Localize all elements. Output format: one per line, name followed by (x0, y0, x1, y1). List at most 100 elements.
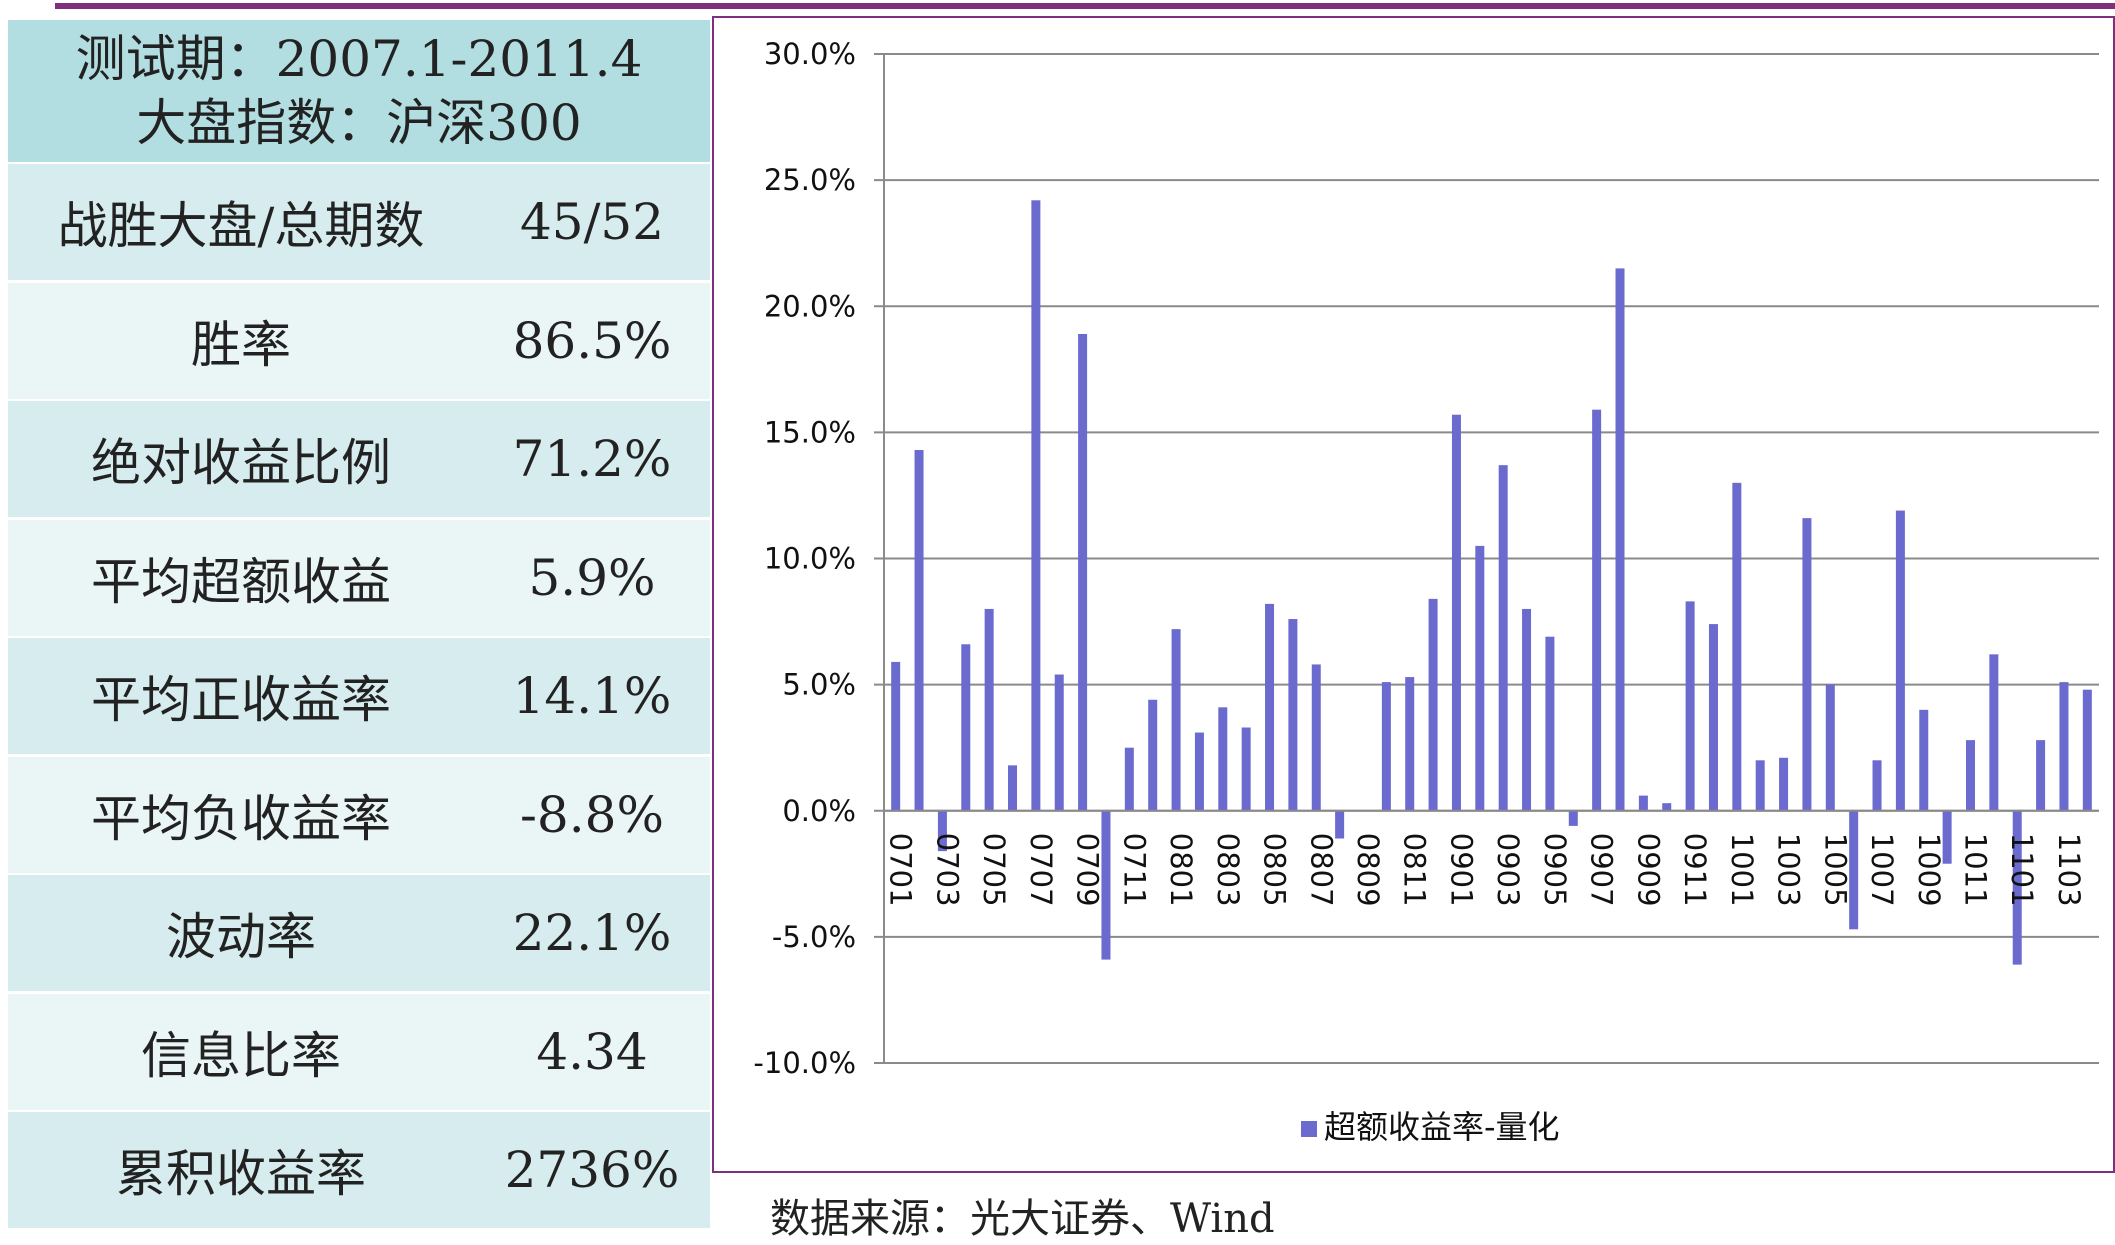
bar (2082, 689, 2092, 811)
x-tick-label: 0803 (1211, 833, 1245, 907)
stats-row: 绝对收益比例 71.2% (8, 401, 710, 517)
stats-row: 战胜大盘/总期数 45/52 (8, 164, 710, 280)
stats-row: 平均负收益率 -8.8% (8, 756, 710, 873)
chart-frame: 30.0% 25.0% 20.0% 15.0% 10.0% 5.0% 0.0% -5.0% -1… (712, 16, 2115, 1173)
stats-row: 胜率 86.5% (8, 282, 710, 399)
bar (1802, 518, 1812, 811)
bar (1615, 268, 1625, 811)
top-accent-line (55, 3, 2115, 9)
y-tick-label: 15.0% (764, 415, 856, 449)
bar (1054, 674, 1064, 811)
bar (1124, 747, 1134, 811)
stats-header: 测试期：2007.1-2011.4 大盘指数：沪深300 (8, 20, 710, 162)
bar (1708, 624, 1718, 811)
stats-row-label: 累积收益率 (8, 1112, 474, 1228)
bar (1685, 601, 1695, 811)
bar (1241, 727, 1251, 811)
legend-swatch (1301, 1121, 1317, 1137)
x-tick-label: 0711 (1117, 833, 1151, 907)
y-tick-label: 30.0% (764, 37, 856, 71)
source-note: 数据来源：光大证券、Wind (770, 1196, 1275, 1242)
bar (1288, 619, 1298, 811)
x-tick-label: 1007 (1865, 833, 1899, 907)
x-tick-label: 1101 (2005, 833, 2039, 907)
x-tick-label: 0809 (1351, 833, 1385, 907)
bar (1872, 760, 1882, 811)
y-tick-label: 25.0% (764, 163, 856, 197)
bar (1779, 757, 1789, 811)
stats-row: 平均超额收益 5.9% (8, 519, 710, 636)
stats-row-label: 平均负收益率 (8, 756, 474, 873)
bar (1078, 333, 1088, 811)
bar (1522, 608, 1532, 811)
bar (1732, 482, 1742, 811)
stats-row-value: 4.34 (474, 993, 710, 1110)
x-tick-label: 0705 (977, 833, 1011, 907)
stats-row: 累积收益率 2736% (8, 1112, 710, 1228)
bar (1405, 677, 1415, 811)
y-tick-label: 0.0% (782, 794, 856, 828)
x-tick-label: 1001 (1725, 833, 1759, 907)
stats-row-value: -8.8% (474, 756, 710, 873)
bar (1428, 598, 1438, 811)
bar (1965, 740, 1975, 811)
bar (1545, 636, 1555, 811)
bar (937, 810, 947, 852)
legend-label: 超额收益率-量化 (1324, 1108, 1560, 1146)
bar (1638, 795, 1648, 811)
bar (1942, 810, 1952, 864)
bar (891, 661, 901, 811)
bar (1101, 810, 1111, 960)
y-tick-label: 10.0% (764, 542, 856, 576)
bar (1498, 465, 1508, 811)
x-tick-label: 1005 (1818, 833, 1852, 907)
bar (1265, 603, 1275, 811)
bar (984, 608, 994, 811)
stats-row-label: 波动率 (8, 875, 474, 991)
bar (1451, 414, 1461, 811)
stats-row-value: 45/52 (474, 164, 710, 280)
x-tick-label: 0909 (1631, 833, 1665, 907)
y-tick-label: -5.0% (772, 920, 856, 954)
x-tick-label: 0911 (1678, 833, 1712, 907)
stats-row: 波动率 22.1% (8, 875, 710, 991)
stats-row-label: 信息比率 (8, 993, 474, 1110)
stats-row-value: 14.1% (474, 638, 710, 754)
x-tick-label: 0707 (1024, 833, 1058, 907)
x-tick-label: 0701 (884, 833, 918, 907)
bar (1989, 654, 1999, 811)
stats-row-value: 5.9% (474, 519, 710, 636)
bar (1919, 709, 1929, 811)
stats-row: 平均正收益率 14.1% (8, 638, 710, 754)
bar (1194, 732, 1204, 811)
stats-row-value: 2736% (474, 1112, 710, 1228)
x-tick-label: 1011 (1958, 833, 1992, 907)
bar (1171, 629, 1181, 811)
bar (1381, 682, 1391, 811)
bar (1592, 409, 1602, 811)
x-tick-label: 1009 (1912, 833, 1946, 907)
x-tick-label: 0901 (1444, 833, 1478, 907)
bar (1825, 684, 1835, 811)
stats-row-value: 22.1% (474, 875, 710, 991)
x-tick-label: 1103 (2052, 833, 2086, 907)
stats-row-label: 平均正收益率 (8, 638, 474, 754)
bar (914, 450, 924, 811)
test-period-text: 测试期：2007.1-2011.4 (75, 30, 643, 88)
benchmark-index-text: 大盘指数：沪深300 (136, 94, 582, 152)
bar (1895, 510, 1905, 811)
bar (1031, 200, 1041, 811)
y-tick-label: 5.0% (782, 668, 856, 702)
y-tick-label: -10.0% (753, 1046, 856, 1080)
x-tick-label: 0805 (1258, 833, 1292, 907)
y-tick-label: 20.0% (764, 289, 856, 323)
x-tick-label: 0801 (1164, 833, 1198, 907)
x-tick-label: 0905 (1538, 833, 1572, 907)
x-tick-label: 0903 (1491, 833, 1525, 907)
stats-row: 信息比率 4.34 (8, 993, 710, 1110)
bar (1335, 810, 1345, 839)
bar (1475, 545, 1485, 811)
bar (1218, 707, 1228, 811)
stats-row-value: 71.2% (474, 401, 710, 517)
bar (1568, 810, 1578, 826)
